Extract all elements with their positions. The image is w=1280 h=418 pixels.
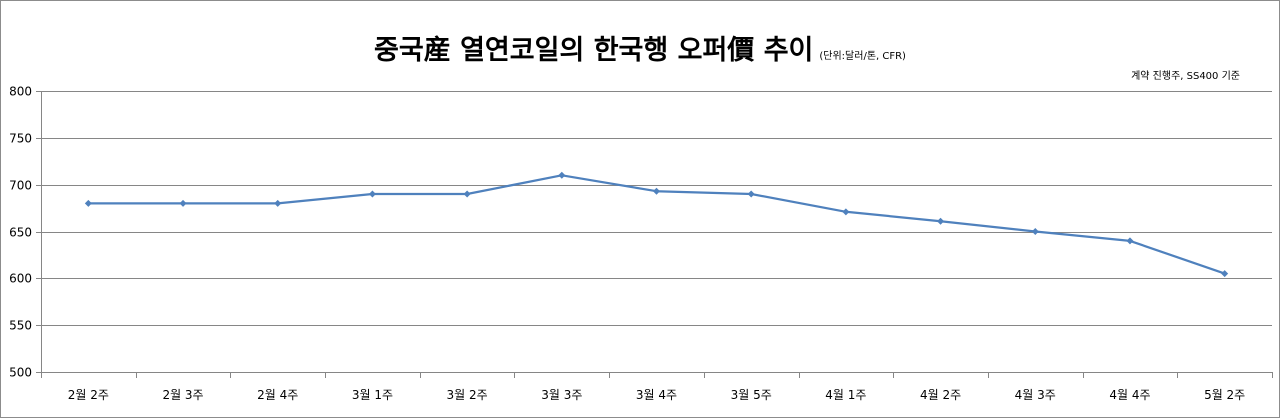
- data-point-marker: [842, 208, 850, 216]
- x-tick-label: 2월 4주: [257, 388, 298, 402]
- x-tick-label: 4월 4주: [1109, 388, 1150, 402]
- chart-unit-note: (단위:달러/톤, CFR): [819, 51, 906, 62]
- x-tick-label: 5월 2주: [1204, 388, 1245, 402]
- data-point-marker: [1221, 270, 1229, 278]
- data-point-marker: [84, 199, 92, 207]
- x-tick-label: 4월 3주: [1015, 388, 1056, 402]
- y-tick-label: 600: [9, 272, 32, 286]
- x-tick-label: 2월 2주: [68, 388, 109, 402]
- data-point-marker: [274, 199, 282, 207]
- x-tick-label: 3월 3주: [541, 388, 582, 402]
- x-tick-label: 3월 2주: [447, 388, 488, 402]
- chart-annotation: 계약 진행주, SS400 기준: [1131, 71, 1240, 82]
- data-point-marker: [558, 171, 566, 179]
- y-tick-label: 650: [9, 226, 32, 240]
- x-tick-label: 2월 3주: [162, 388, 203, 402]
- x-tick-label: 3월 5주: [731, 388, 772, 402]
- y-tick-label: 500: [9, 366, 32, 380]
- data-point-marker: [747, 190, 755, 198]
- x-tick-label: 3월 1주: [352, 388, 393, 402]
- y-tick-label: 700: [9, 179, 32, 193]
- y-tick-label: 800: [9, 85, 32, 99]
- chart-title-row: 중국産 열연코일의 한국행 오퍼價 추이 (단위:달러/톤, CFR): [0, 28, 1280, 67]
- data-point-marker: [1126, 237, 1134, 245]
- x-tick-label: 3월 4주: [636, 388, 677, 402]
- y-tick-label: 550: [9, 319, 32, 333]
- chart-title: 중국産 열연코일의 한국행 오퍼價 추이: [374, 35, 814, 66]
- data-point-marker: [179, 199, 187, 207]
- y-tick-label: 750: [9, 132, 32, 146]
- x-tick-label: 4월 1주: [825, 388, 866, 402]
- data-point-marker: [368, 190, 376, 198]
- data-point-marker: [463, 190, 471, 198]
- data-point-marker: [1031, 228, 1039, 235]
- data-point-marker: [937, 217, 945, 225]
- data-point-marker: [653, 187, 660, 195]
- x-tick-label: 4월 2주: [920, 388, 961, 402]
